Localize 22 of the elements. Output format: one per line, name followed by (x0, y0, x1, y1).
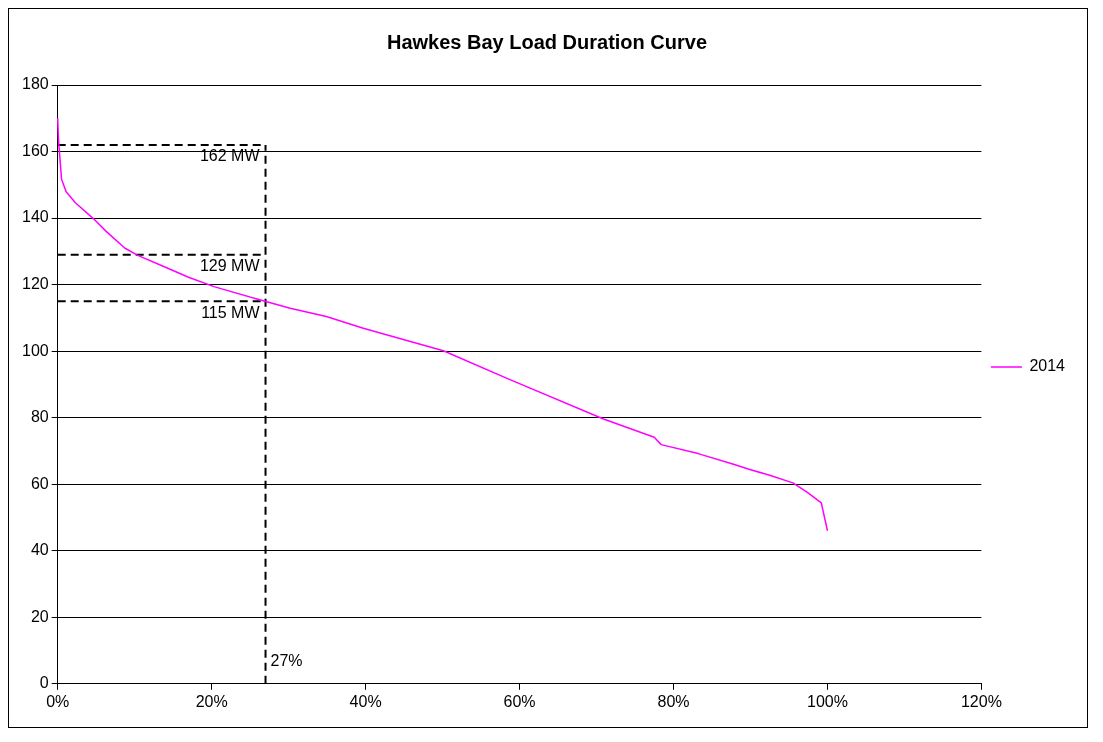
y-tick-label: 120 (21, 275, 49, 293)
y-tick-label: 40 (30, 541, 49, 559)
ref-line-label: 27% (270, 652, 303, 670)
y-tick-label: 160 (21, 141, 49, 159)
ref-line-label: 129 MW (199, 257, 261, 275)
x-tick-label: 80% (657, 692, 690, 710)
legend-label: 2014 (1029, 357, 1066, 375)
x-tick-label: 40% (349, 692, 382, 710)
y-tick-label: 0 (39, 674, 49, 692)
y-tick-label: 20 (30, 607, 49, 625)
x-tick-label: 100% (806, 692, 848, 710)
ref-line-label: 115 MW (201, 303, 261, 321)
y-tick-label: 140 (21, 208, 49, 226)
x-tick-label: 20% (195, 692, 228, 710)
chart-title: Hawkes Bay Load Duration Curve (386, 30, 708, 53)
y-tick-label: 180 (21, 75, 49, 93)
x-tick-label: 60% (503, 692, 536, 710)
y-tick-label: 100 (21, 341, 49, 359)
y-tick-label: 80 (30, 408, 49, 426)
y-tick-label: 60 (30, 474, 49, 492)
x-tick-label: 0% (46, 692, 70, 710)
x-tick-label: 120% (960, 692, 1002, 710)
